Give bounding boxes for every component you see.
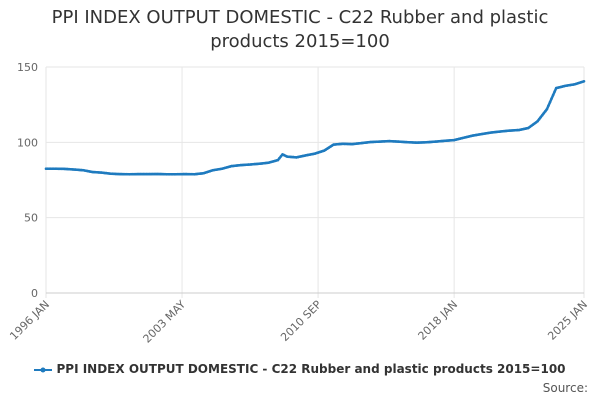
x-tick-label: 2025 JAN <box>545 298 590 343</box>
data-point <box>548 100 552 104</box>
x-tick-label: 2018 JAN <box>416 298 461 343</box>
data-point <box>553 90 556 93</box>
data-point <box>541 113 544 117</box>
x-tick-label: 2010 SEP <box>278 298 324 344</box>
data-point <box>550 97 553 100</box>
data-point <box>545 107 549 111</box>
series-layer <box>44 80 586 176</box>
data-point <box>547 104 550 107</box>
data-point <box>551 93 555 97</box>
data-point <box>279 155 283 158</box>
source-label: Source: <box>542 381 588 395</box>
axes: 0 50 100 150 1996 JAN 2003 MAY 2010 SEP 2018 JA… <box>7 61 590 346</box>
data-point <box>544 109 547 113</box>
y-tick-label: 0 <box>31 287 38 300</box>
data-point <box>278 156 281 160</box>
data-point <box>582 80 586 83</box>
y-tick-label: 100 <box>17 136 38 149</box>
legend[interactable]: PPI INDEX OUTPUT DOMESTIC - C22 Rubber a… <box>0 362 600 376</box>
data-point <box>537 117 541 121</box>
data-point <box>539 115 542 119</box>
x-tick-label: 2003 MAY <box>141 298 189 346</box>
data-point <box>542 111 546 115</box>
x-tick-label: 1996 JAN <box>7 298 52 343</box>
series-points <box>44 80 586 176</box>
y-tick-label: 150 <box>17 61 38 74</box>
gridlines <box>45 66 585 298</box>
data-point <box>276 158 280 162</box>
chart-title: PPI INDEX OUTPUT DOMESTIC - C22 Rubber a… <box>51 7 549 52</box>
series-line <box>46 80 585 176</box>
legend-label: PPI INDEX OUTPUT DOMESTIC - C22 Rubber a… <box>56 362 566 376</box>
legend-swatch-icon <box>34 367 53 372</box>
y-tick-label: 50 <box>24 212 38 225</box>
data-point <box>536 119 539 123</box>
